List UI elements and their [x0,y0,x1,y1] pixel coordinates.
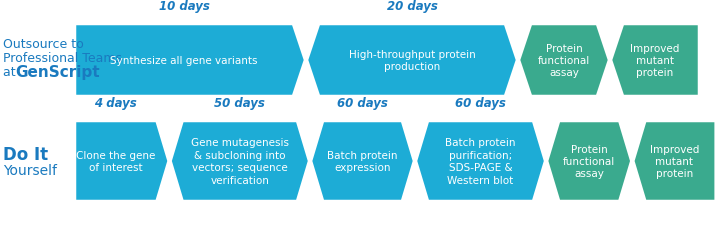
Text: Gene mutagenesis
& subcloning into
vectors; sequence
verification: Gene mutagenesis & subcloning into vecto… [191,138,289,185]
Text: at: at [3,66,19,79]
Text: Batch protein
purification;
SDS-PAGE &
Western blot: Batch protein purification; SDS-PAGE & W… [445,138,516,185]
Text: Yourself: Yourself [3,163,57,177]
Text: Synthesize all gene variants: Synthesize all gene variants [111,56,258,66]
Text: 60 days: 60 days [455,97,506,109]
Polygon shape [416,122,545,201]
Polygon shape [633,122,716,201]
Text: Protein
functional
assay: Protein functional assay [563,144,615,179]
Text: Protein
functional
assay: Protein functional assay [538,43,590,78]
Text: GenScript: GenScript [15,65,100,80]
Polygon shape [519,25,609,97]
Polygon shape [307,25,517,97]
Polygon shape [547,122,631,201]
Text: Improved
mutant
protein: Improved mutant protein [630,43,680,78]
Text: Outsource to: Outsource to [3,38,84,51]
Text: Professional Teams: Professional Teams [3,52,122,65]
Text: Improved
mutant
protein: Improved mutant protein [650,144,699,179]
Text: 50 days: 50 days [215,97,265,109]
Text: 20 days: 20 days [386,0,437,13]
Text: Batch protein
expression: Batch protein expression [327,150,398,173]
Polygon shape [611,25,699,97]
Polygon shape [75,25,305,97]
Polygon shape [311,122,414,201]
Text: 4 days: 4 days [94,97,137,109]
Text: High-throughput protein
production: High-throughput protein production [349,50,475,72]
Text: 10 days: 10 days [159,0,210,13]
Polygon shape [171,122,309,201]
Text: Clone the gene
of interest: Clone the gene of interest [76,150,156,173]
Text: Do It: Do It [3,145,48,163]
Text: 60 days: 60 days [337,97,388,109]
Polygon shape [75,122,169,201]
